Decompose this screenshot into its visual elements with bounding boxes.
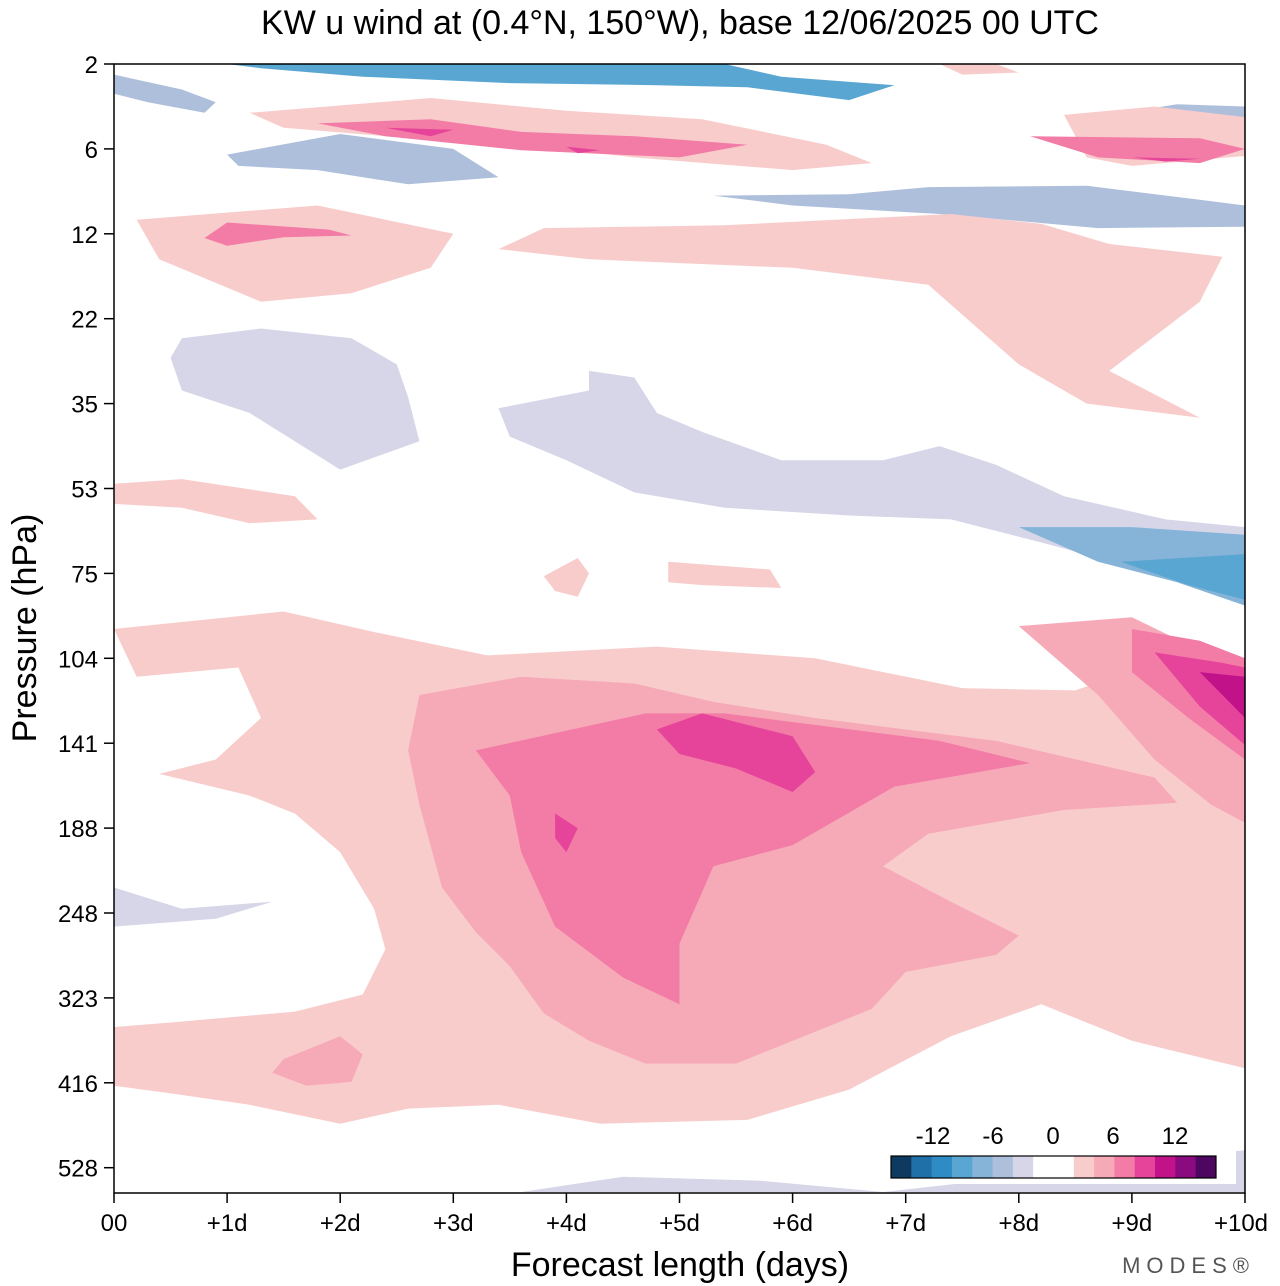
y-tick-label: 53	[71, 477, 98, 504]
modes-logo: MODES®	[1122, 1253, 1255, 1278]
colorbar-swatch	[1175, 1156, 1197, 1178]
contour-region-34	[1131, 157, 1200, 162]
y-tick-label: 416	[58, 1071, 98, 1098]
contour-region-25	[204, 222, 352, 246]
contour-region-28	[1131, 629, 1245, 760]
contour-region-20	[668, 561, 782, 588]
colorbar-swatch	[1033, 1156, 1054, 1178]
colorbar-frame	[890, 1155, 1217, 1179]
y-tick-label: 104	[58, 646, 98, 673]
y-axis: 2 6 12 22 35 53 75 104 141 188 248 323 416 528	[58, 52, 114, 1183]
x-axis: 00 +1d +2d +3d +4d +5d +6d +7d +8d +9d +10d	[101, 1193, 1268, 1237]
y-tick-label: 2	[85, 52, 98, 79]
colorbar-swatch	[931, 1156, 953, 1178]
colorbar-swatch	[891, 1156, 912, 1178]
x-tick-label: 00	[101, 1210, 128, 1237]
colorbar-swatch	[1012, 1156, 1034, 1178]
contour-region-24	[475, 713, 1031, 1005]
contour-region-29	[656, 713, 816, 792]
y-tick-label: 528	[58, 1156, 98, 1183]
y-tick-label: 35	[71, 392, 98, 419]
contour-region-10	[1018, 527, 1245, 606]
contour-region-27	[1030, 136, 1245, 164]
colorbar-swatch	[992, 1156, 1014, 1178]
contour-region-33	[566, 146, 601, 154]
contour-region-3	[227, 134, 499, 185]
y-tick-label: 22	[71, 307, 98, 334]
colorbar-label: -12	[916, 1123, 951, 1150]
colorbar-label: 0	[1046, 1123, 1059, 1150]
colorbar-label: 12	[1162, 1123, 1189, 1150]
x-tick-label: +10d	[1214, 1210, 1268, 1237]
colorbar-swatch	[1094, 1156, 1115, 1178]
colorbar-swatch	[911, 1156, 933, 1178]
contour-region-18	[114, 479, 318, 524]
contour-region-19	[543, 558, 589, 597]
chart-title: KW u wind at (0.4°N, 150°W), base 12/06/…	[261, 4, 1099, 42]
contour-region-2	[114, 74, 216, 113]
y-axis-label: Pressure (hPa)	[6, 514, 44, 743]
plot-area	[114, 64, 1245, 1192]
contour-region-32	[385, 127, 454, 137]
x-tick-label: +1d	[207, 1210, 248, 1237]
contour-region-16	[939, 64, 1019, 75]
y-tick-label: 6	[85, 137, 98, 164]
x-tick-label: +9d	[1112, 1210, 1153, 1237]
colorbar-swatch	[1155, 1156, 1176, 1178]
contour-region-35	[1199, 672, 1245, 718]
colorbar: -12 -6 0 6 12	[871, 1118, 1236, 1184]
contour-region-8	[114, 887, 273, 927]
x-tick-label: +6d	[772, 1210, 813, 1237]
colorbar-swatch	[1134, 1156, 1156, 1178]
x-tick-label: +2d	[320, 1210, 361, 1237]
colorbar-swatch	[972, 1156, 994, 1178]
x-tick-label: +5d	[659, 1210, 700, 1237]
colorbar-label: 6	[1106, 1123, 1119, 1150]
y-tick-label: 323	[58, 986, 98, 1013]
contour-region-30	[555, 813, 578, 853]
colorbar-swatch	[1073, 1156, 1095, 1178]
colorbar-swatch	[1195, 1156, 1217, 1178]
x-tick-label: +3d	[433, 1210, 474, 1237]
contour-region-12	[136, 205, 454, 302]
y-tick-label: 141	[58, 731, 98, 758]
x-tick-label: +7d	[885, 1210, 926, 1237]
y-tick-label: 12	[71, 222, 98, 249]
x-axis-label: Forecast length (days)	[511, 1246, 849, 1284]
colorbar-swatch	[951, 1156, 973, 1178]
contour-region-1	[227, 64, 895, 101]
contour-region-11	[1120, 554, 1245, 600]
colorbar-swatch	[1053, 1156, 1075, 1178]
x-tick-label: +4d	[546, 1210, 587, 1237]
contour-region-6	[170, 328, 420, 470]
colorbar-label: -6	[982, 1123, 1003, 1150]
y-tick-label: 75	[71, 561, 98, 588]
contour-region-22	[272, 1036, 363, 1086]
y-tick-label: 248	[58, 901, 98, 928]
x-tick-label: +8d	[998, 1210, 1039, 1237]
y-tick-label: 188	[58, 816, 98, 843]
colorbar-swatch	[1114, 1156, 1136, 1178]
contour-region-26	[317, 119, 748, 158]
contour-region-13	[498, 214, 1223, 418]
contour-region-4	[713, 185, 1245, 229]
